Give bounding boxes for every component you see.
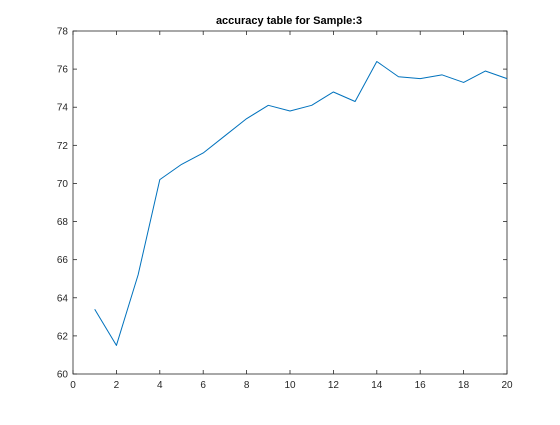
- chart-title: accuracy table for Sample:3: [216, 15, 362, 27]
- y-tick-label: 60: [57, 370, 69, 381]
- y-tick-label: 70: [57, 179, 69, 190]
- y-tick-label: 76: [57, 65, 69, 76]
- y-tick-label: 74: [57, 103, 69, 114]
- x-tick-label: 20: [501, 380, 513, 391]
- y-tick-label: 68: [57, 217, 69, 228]
- x-tick-label: 12: [328, 380, 340, 391]
- y-tick-label: 64: [57, 293, 69, 304]
- x-tick-label: 6: [200, 380, 206, 391]
- series-line-1: [94, 60, 508, 346]
- x-tick-label: 10: [284, 380, 296, 391]
- x-tick-label: 14: [371, 380, 383, 391]
- x-tick-label: 4: [157, 380, 163, 391]
- x-tick-label: 16: [415, 380, 427, 391]
- x-tick-label: 8: [244, 380, 250, 391]
- y-tick-label: 66: [57, 255, 69, 266]
- x-tick-label: 18: [458, 380, 470, 391]
- x-tick-label: 0: [70, 380, 76, 391]
- y-tick-label: 72: [57, 141, 69, 152]
- x-tick-label: 2: [114, 380, 120, 391]
- y-tick-label: 78: [57, 27, 69, 38]
- y-tick-label: 62: [57, 331, 69, 342]
